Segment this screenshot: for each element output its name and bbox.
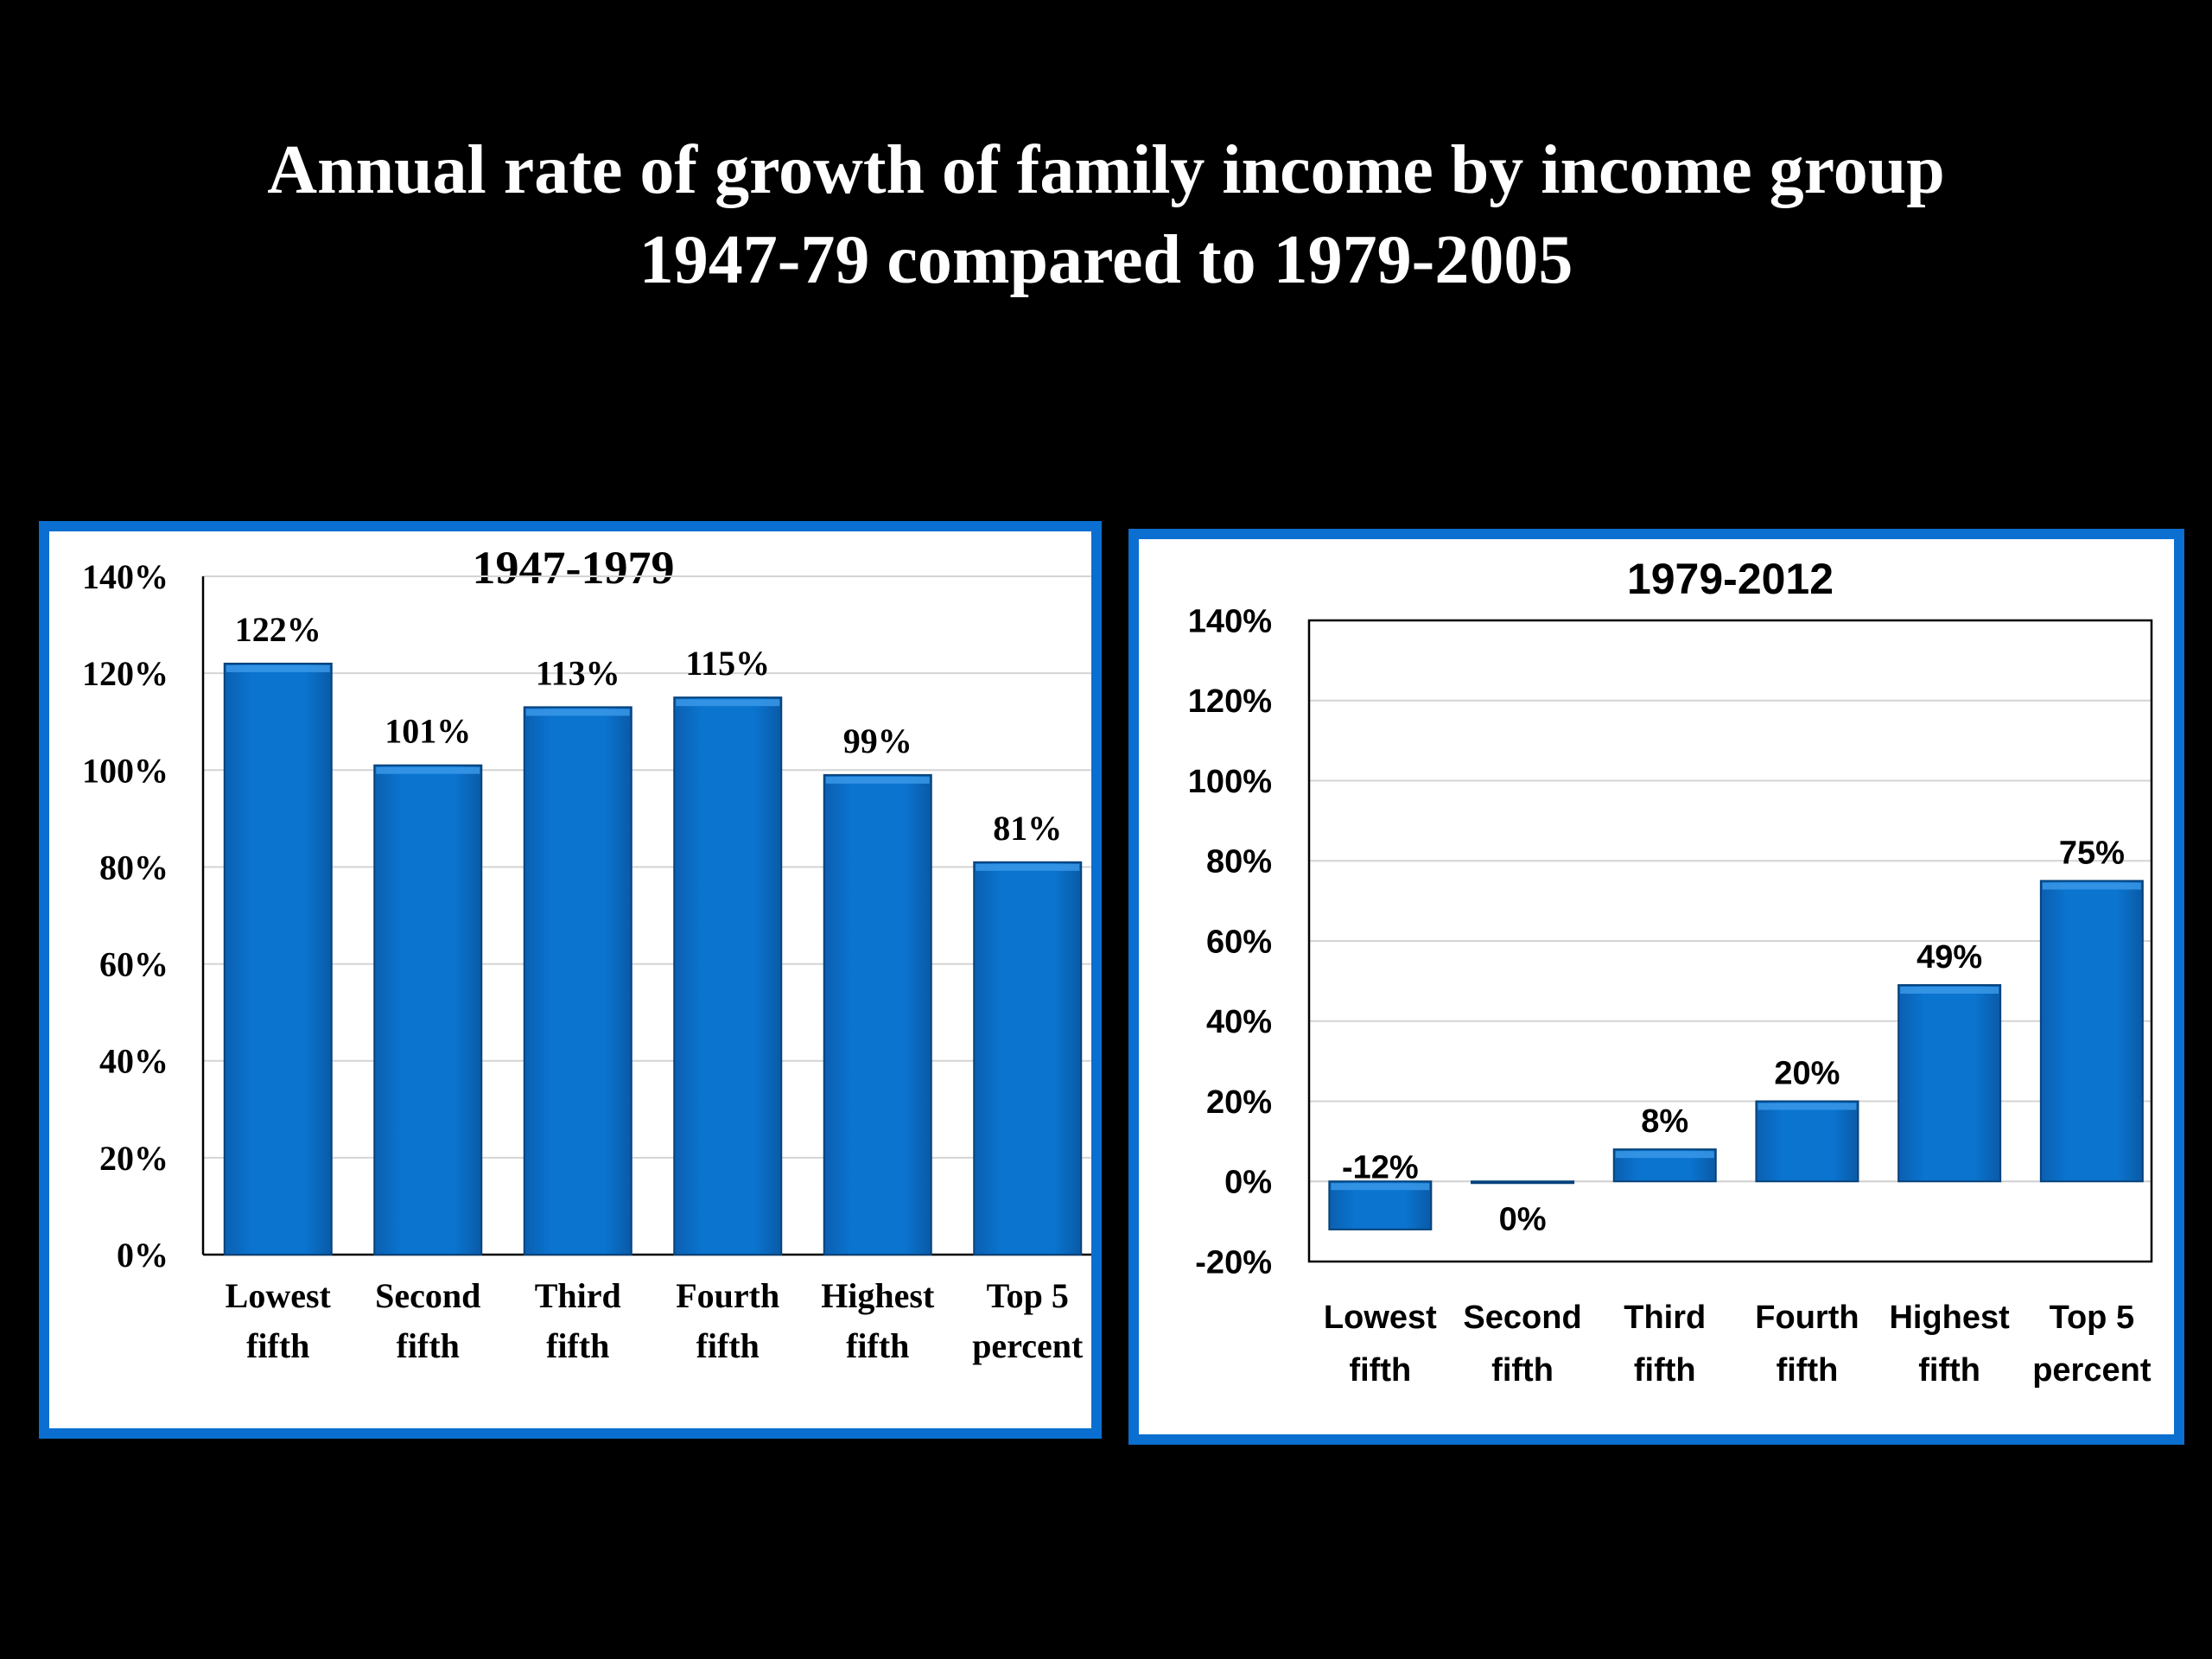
x-tick-label: Highest xyxy=(1889,1300,2010,1336)
chart-title: 1979-2012 xyxy=(1627,555,1834,603)
x-tick-label: fifth xyxy=(1349,1352,1411,1389)
y-tick-label: 60% xyxy=(99,945,168,984)
x-tick-label: Lowest xyxy=(1324,1300,1437,1336)
x-tick-label: fifth xyxy=(546,1326,609,1365)
data-label: 101% xyxy=(385,712,471,751)
x-tick-label: Second xyxy=(375,1276,480,1315)
data-label: 113% xyxy=(536,653,620,692)
y-tick-label: 80% xyxy=(99,848,168,887)
y-tick-label: 80% xyxy=(1206,844,1272,880)
bar xyxy=(523,706,632,1255)
y-tick-label: 20% xyxy=(1206,1084,1272,1121)
bar-highlight xyxy=(525,709,630,716)
y-tick-label: 140% xyxy=(82,557,168,596)
x-tick-label: percent xyxy=(972,1326,1084,1365)
x-tick-label: Third xyxy=(535,1276,621,1315)
y-tick-label: 40% xyxy=(99,1042,168,1081)
y-tick-label: 0% xyxy=(1224,1165,1272,1201)
bar-highlight xyxy=(226,664,330,672)
bar xyxy=(673,696,783,1255)
bar-highlight xyxy=(676,699,780,707)
x-tick-label: fifth xyxy=(696,1326,760,1365)
chart-title: 1947-1979 xyxy=(473,542,675,594)
y-tick-label: 100% xyxy=(82,751,168,790)
chart-panel-1979-2012: 1979-2012 -20% 0% 20% 40% 60% 80% 100% 120% 140% -… xyxy=(1128,529,2184,1445)
bar xyxy=(223,662,333,1255)
y-tick-label: 120% xyxy=(1188,683,1272,720)
bar-highlight xyxy=(825,776,930,784)
plot-area-border xyxy=(1307,619,2153,1263)
bar-highlight xyxy=(376,766,480,774)
y-tick-label: 100% xyxy=(1188,764,1272,800)
data-label: 99% xyxy=(843,721,912,760)
data-label: 75% xyxy=(2059,835,2125,871)
x-tick-label: Top 5 xyxy=(987,1276,1069,1315)
y-tick-label: 0% xyxy=(117,1236,168,1274)
chart-panel-1947-1979: 1947-1979 0% 20% 40% 60% 80% 100% 120% 140% 122% L… xyxy=(39,521,1102,1439)
bar-chart-1947-1979: 1947-1979 0% 20% 40% 60% 80% 100% 120% 140% 122% L… xyxy=(82,542,1091,1365)
y-tick-label: 20% xyxy=(99,1139,168,1178)
x-tick-label: percent xyxy=(2032,1352,2152,1389)
bar-highlight xyxy=(1900,987,1999,995)
data-label: 49% xyxy=(1916,939,1982,976)
slide-title-line-1: Annual rate of growth of family income b… xyxy=(267,132,1945,208)
x-tick-label: Top 5 xyxy=(2050,1300,2135,1336)
bar-chart-1979-2012: 1979-2012 -20% 0% 20% 40% 60% 80% 100% 120% 140% -… xyxy=(1188,555,2153,1389)
data-label: 115% xyxy=(685,644,770,683)
bar xyxy=(1471,1180,1575,1185)
bar xyxy=(1755,1100,1859,1183)
y-tick-label: 60% xyxy=(1206,924,1272,960)
bar xyxy=(373,764,483,1255)
data-label: 0% xyxy=(1499,1201,1547,1237)
data-label: 20% xyxy=(1774,1056,1840,1092)
x-tick-label: fifth xyxy=(846,1326,909,1365)
bar-highlight xyxy=(2042,882,2141,890)
slide-title: Annual rate of growth of family income b… xyxy=(0,125,2212,305)
bar-highlight xyxy=(1758,1103,1857,1110)
x-tick-label: fifth xyxy=(1777,1352,1839,1389)
x-tick-label: Fourth xyxy=(1755,1300,1859,1336)
x-tick-label: Highest xyxy=(821,1276,935,1315)
y-tick-label: 40% xyxy=(1206,1004,1272,1040)
y-tick-label: -20% xyxy=(1195,1244,1272,1281)
x-tick-label: Third xyxy=(1624,1300,1706,1336)
x-tick-label: fifth xyxy=(1918,1352,1980,1389)
x-tick-label: fifth xyxy=(1634,1352,1696,1389)
data-label: 81% xyxy=(993,809,1062,848)
slide-title-line-2: 1947-79 compared to 1979-2005 xyxy=(639,222,1573,298)
x-tick-label: Second xyxy=(1463,1300,1581,1336)
x-tick-label: fifth xyxy=(1491,1352,1554,1389)
bar-highlight xyxy=(976,863,1080,871)
data-label: -12% xyxy=(1342,1149,1419,1185)
x-tick-label: Lowest xyxy=(226,1276,332,1315)
x-tick-label: fifth xyxy=(397,1326,460,1365)
bar xyxy=(823,773,932,1255)
data-label: 122% xyxy=(235,610,321,649)
bar-highlight xyxy=(1615,1151,1714,1159)
bar xyxy=(1897,984,2002,1183)
bar xyxy=(973,861,1083,1255)
data-label: 8% xyxy=(1641,1103,1688,1140)
y-tick-label: 140% xyxy=(1188,603,1272,639)
bar-highlight xyxy=(1331,1183,1430,1191)
bar xyxy=(2039,880,2144,1183)
y-tick-label: 120% xyxy=(82,654,168,693)
x-tick-label: fifth xyxy=(246,1326,309,1365)
x-tick-label: Fourth xyxy=(676,1276,779,1315)
